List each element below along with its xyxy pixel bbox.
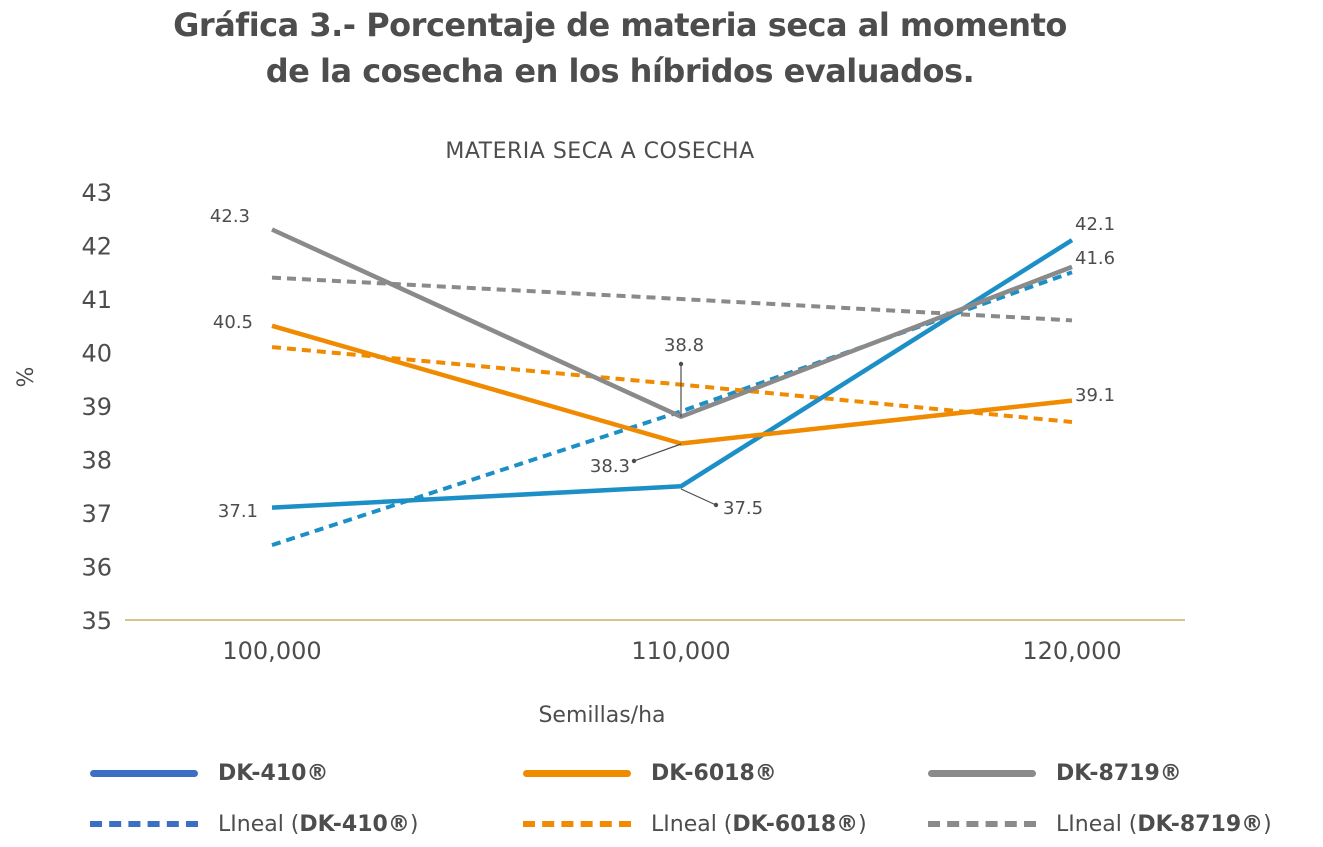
legend-item: LIneal (DK-410®) bbox=[90, 810, 418, 838]
figure-title-line-1: Gráfica 3.- Porcentaje de materia seca a… bbox=[173, 6, 1067, 44]
series-line-lineal-dk-8719 bbox=[271, 275, 1073, 323]
legend-label-prefix: LIneal ( bbox=[651, 811, 733, 837]
legend-item: LIneal (DK-8719®) bbox=[928, 810, 1272, 838]
y-tick-label: 35 bbox=[81, 607, 112, 635]
data-label: 40.5 bbox=[213, 312, 253, 333]
data-label: 37.5 bbox=[723, 498, 763, 519]
y-tick-label: 36 bbox=[81, 554, 112, 582]
legend-label-name: DK-6018® bbox=[651, 760, 777, 786]
legend-label: DK-410® bbox=[218, 761, 328, 786]
legend-swatch bbox=[90, 769, 198, 777]
legend-item: LIneal (DK-6018®) bbox=[523, 810, 867, 838]
chart-title: MATERIA SECA A COSECHA bbox=[445, 139, 754, 164]
data-label-leader bbox=[680, 488, 717, 506]
series-line-dk-8719 bbox=[271, 227, 1073, 419]
x-tick-label: 100,000 bbox=[222, 637, 321, 665]
legend-label: LIneal (DK-6018®) bbox=[651, 812, 867, 837]
legend-label-name: DK-6018® bbox=[732, 811, 859, 837]
legend-label-name: DK-8719® bbox=[1137, 811, 1264, 837]
x-axis-tick-labels: 100,000 110,000 120,000 bbox=[222, 637, 1121, 665]
series-layer bbox=[271, 227, 1074, 548]
data-label: 37.1 bbox=[218, 501, 258, 522]
data-label: 41.6 bbox=[1075, 248, 1115, 269]
legend-label-name: DK-410® bbox=[299, 811, 410, 837]
data-label: 39.1 bbox=[1075, 385, 1115, 406]
y-axis-label: % bbox=[14, 367, 39, 388]
legend-label: DK-6018® bbox=[651, 761, 777, 786]
y-tick-label: 38 bbox=[81, 447, 112, 475]
y-tick-label: 41 bbox=[81, 286, 112, 314]
legend-label-suffix: ) bbox=[858, 811, 867, 837]
y-tick-label: 43 bbox=[81, 179, 112, 207]
data-label-leader bbox=[633, 443, 682, 462]
legend-label-prefix: LIneal ( bbox=[1056, 811, 1138, 837]
legend-swatch bbox=[523, 821, 631, 827]
legend-swatch bbox=[90, 821, 198, 827]
data-label-leader-dot bbox=[713, 502, 719, 508]
x-axis-label: Semillas/ha bbox=[538, 703, 665, 728]
data-labels-layer: 37.1 37.5 42.1 40.5 38.3 39.1 42.3 38.8 41.6 bbox=[210, 206, 1115, 522]
legend-item: DK-6018® bbox=[523, 759, 777, 787]
data-label: 38.8 bbox=[664, 335, 704, 356]
legend-label-name: DK-410® bbox=[218, 760, 329, 786]
x-tick-label: 120,000 bbox=[1022, 637, 1121, 665]
data-label: 42.3 bbox=[210, 206, 250, 227]
figure-title-line-2: de la cosecha en los híbridos evaluados. bbox=[265, 52, 975, 90]
legend-label: LIneal (DK-410®) bbox=[218, 812, 418, 837]
series-line-dk-6018 bbox=[271, 323, 1073, 446]
y-tick-label: 39 bbox=[81, 393, 112, 421]
legend-swatch bbox=[928, 769, 1036, 777]
data-label-leader-dot bbox=[631, 458, 637, 464]
legend-label: LIneal (DK-8719®) bbox=[1056, 812, 1272, 837]
data-label-leader-dot bbox=[678, 361, 684, 367]
data-label: 38.3 bbox=[590, 456, 630, 477]
legend-item: DK-8719® bbox=[928, 759, 1182, 787]
y-tick-label: 42 bbox=[81, 233, 112, 261]
legend-label-suffix: ) bbox=[409, 811, 419, 837]
legend-swatch bbox=[523, 769, 631, 777]
legend-swatch bbox=[928, 821, 1036, 827]
y-tick-label: 40 bbox=[81, 340, 112, 368]
legend-label-prefix: LIneal ( bbox=[218, 811, 300, 837]
series-line-dk-410 bbox=[271, 238, 1074, 510]
data-label: 42.1 bbox=[1075, 214, 1115, 235]
legend-label: DK-8719® bbox=[1056, 761, 1182, 786]
y-axis-tick-labels: 35 36 37 38 39 40 41 42 43 bbox=[81, 179, 112, 635]
y-tick-label: 37 bbox=[81, 500, 112, 528]
x-tick-label: 110,000 bbox=[631, 637, 730, 665]
legend-item: DK-410® bbox=[90, 759, 328, 787]
figure-title: Gráfica 3.- Porcentaje de materia seca a… bbox=[0, 2, 1240, 94]
legend-label-name: DK-8719® bbox=[1056, 760, 1182, 786]
legend-label-suffix: ) bbox=[1263, 811, 1272, 837]
